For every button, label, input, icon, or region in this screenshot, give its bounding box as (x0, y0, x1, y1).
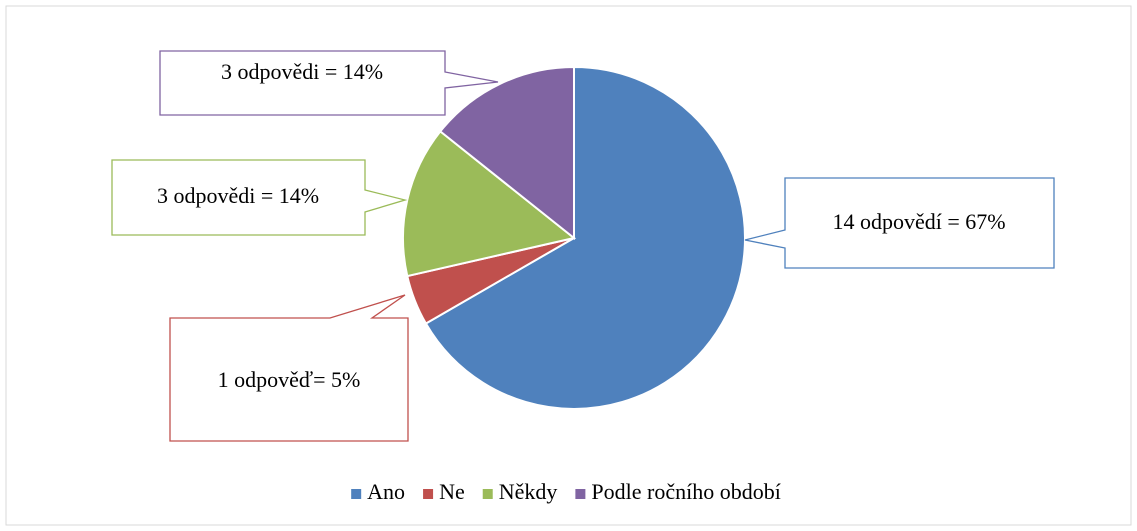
callout-box (159, 50, 499, 116)
data-label: 3 odpovědi = 14% (221, 59, 383, 84)
data-label: 3 odpovědi = 14% (157, 183, 319, 208)
callout-box (169, 294, 409, 442)
data-label: 1 odpověď= 5% (218, 367, 361, 392)
pie-slice (438, 65, 575, 241)
callout-box (111, 159, 408, 236)
data-label: 14 odpovědí = 67% (832, 209, 1005, 234)
legend-marker (482, 489, 493, 499)
legend-label: Ne (439, 479, 465, 504)
legend-label: Někdy (499, 479, 558, 504)
pie-slice (424, 65, 746, 410)
legend-label: Ano (367, 479, 405, 504)
legend-marker (575, 489, 586, 499)
legend-label: Podle ročního období (591, 479, 780, 504)
legend-marker (423, 489, 434, 499)
legend-marker (351, 489, 362, 499)
callout-box (744, 177, 1055, 269)
